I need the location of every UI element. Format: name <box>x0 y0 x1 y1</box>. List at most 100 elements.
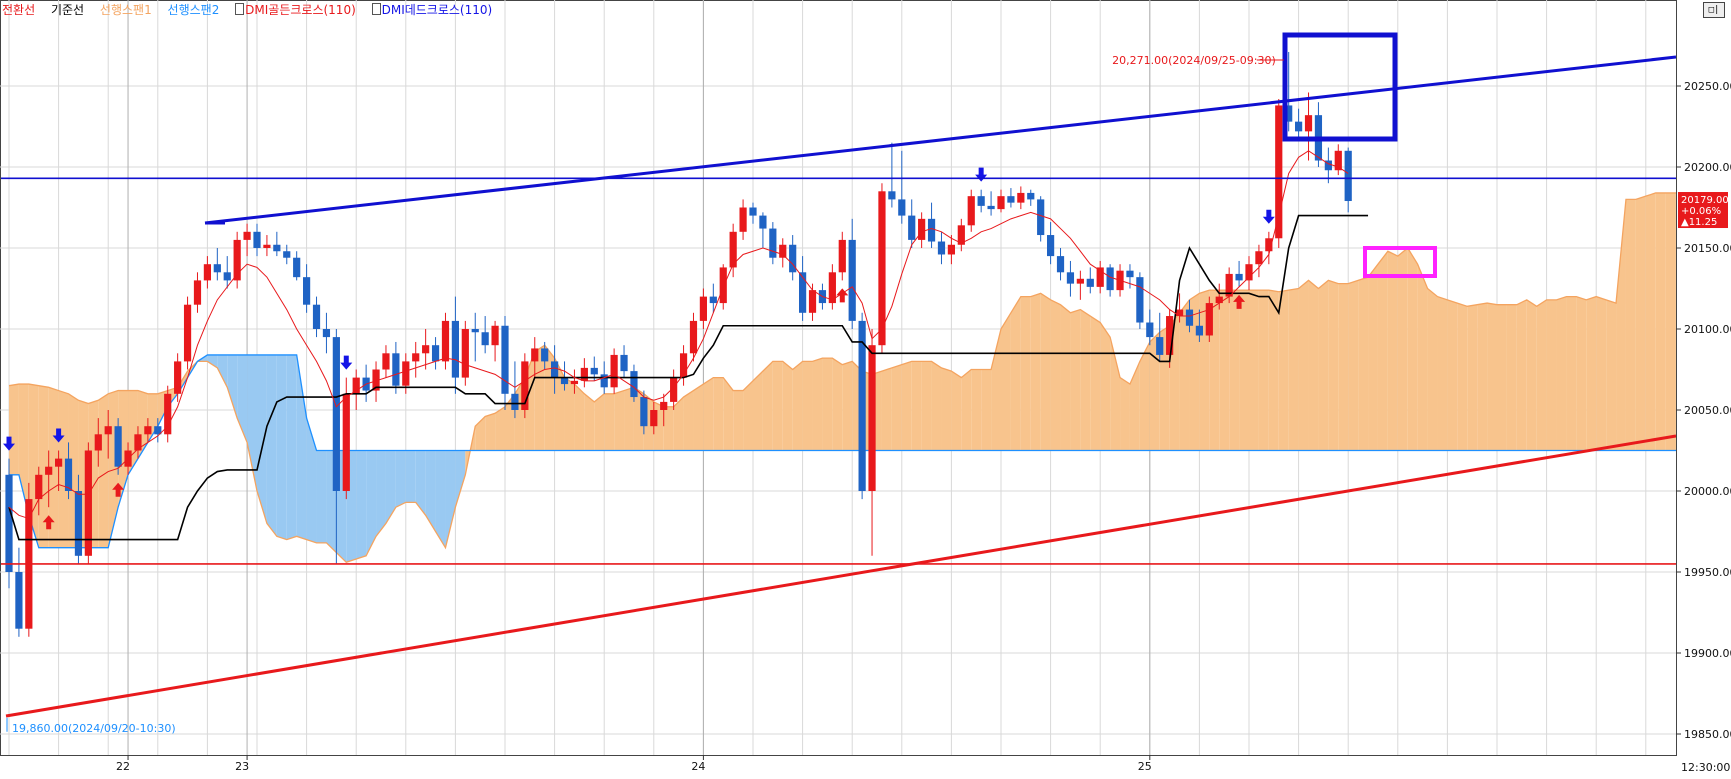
candle-body <box>521 361 529 410</box>
lower-trendline <box>5 434 1676 718</box>
candle-body <box>1066 272 1075 284</box>
series-layer <box>1 32 1676 732</box>
candle-body <box>1126 270 1134 278</box>
legend-span2-label: 선행스팬2 <box>167 3 220 17</box>
cloud-segment <box>1358 277 1369 451</box>
cloud-segment <box>1487 303 1497 451</box>
cloud-segment <box>1477 303 1488 451</box>
cloud-segment <box>891 364 902 451</box>
cloud-segment <box>366 450 377 556</box>
dmi-golden-arrow-icon <box>836 288 849 303</box>
candle-body <box>779 244 787 258</box>
candle-body <box>650 410 658 427</box>
candle-body <box>332 337 340 491</box>
candle-body <box>898 199 906 216</box>
highlight-box-magenta <box>1363 246 1437 278</box>
cloud-segment <box>316 450 327 543</box>
cloud-segment <box>574 384 585 451</box>
cloud-segment <box>1506 304 1517 451</box>
candle-body <box>699 296 707 321</box>
candle-body <box>144 426 152 435</box>
candle-body <box>799 272 807 313</box>
candle-body <box>769 228 777 258</box>
candle-body <box>114 426 122 467</box>
cloud-segment <box>356 450 367 560</box>
cloud-segment <box>98 393 109 548</box>
cloud-segment <box>1377 251 1388 451</box>
cloud-segment <box>1556 296 1567 451</box>
candle-body <box>560 377 569 385</box>
candle-body <box>223 272 231 281</box>
cloud-segment <box>1149 332 1160 451</box>
cloud-segment <box>772 361 783 451</box>
last-price-box <box>1678 192 1728 229</box>
cloud-segment <box>455 450 466 508</box>
candle-body <box>84 450 92 556</box>
candle-body <box>1185 309 1194 326</box>
candle-body <box>402 361 410 386</box>
candle-body <box>868 345 876 491</box>
y-tick-label: 20050.00 <box>1684 404 1731 417</box>
candle-body <box>193 280 202 305</box>
candle-body <box>937 241 946 255</box>
legend-item-dmi-golden: DMI골든크로스(110) <box>235 3 362 17</box>
candle-body <box>1245 264 1253 281</box>
cloud-segment <box>1308 280 1319 451</box>
candle-body <box>580 367 588 381</box>
candle-body <box>1136 277 1144 323</box>
cloud-segment <box>1447 299 1458 451</box>
candle-body <box>759 215 767 229</box>
dmi-golden-arrow-icon <box>1233 294 1246 309</box>
cloud-segment <box>306 418 317 543</box>
candle-body <box>322 329 331 338</box>
cloud-segment <box>1239 290 1249 451</box>
candle-body <box>848 239 856 321</box>
candle-body <box>1275 105 1283 239</box>
candle-body <box>660 401 668 410</box>
y-tick-label: 20250.00 <box>1684 80 1731 93</box>
candle-body <box>74 491 83 556</box>
cloud-segment <box>981 369 992 451</box>
cloud-segment <box>1625 199 1636 451</box>
candle-body <box>1166 316 1174 355</box>
cloud-segment <box>485 413 496 451</box>
candle-body <box>501 325 509 394</box>
x-tick-label: 23 <box>235 760 249 773</box>
cloud-segment <box>792 361 803 451</box>
candle-body <box>372 369 380 391</box>
candle-body <box>441 320 450 362</box>
candle-body <box>45 466 53 475</box>
cloud-segment <box>901 361 912 451</box>
cloud-segment <box>405 450 416 503</box>
candle-body <box>1324 160 1332 171</box>
candle-body <box>1334 150 1342 171</box>
candle-body <box>1007 196 1015 203</box>
panel-toggle-button[interactable]: □| <box>1703 2 1725 18</box>
cloud-segment <box>1606 299 1617 451</box>
cloud-segment <box>703 377 714 451</box>
candle-body <box>1304 115 1313 132</box>
candle-body <box>1027 192 1035 200</box>
last-price-change: ▲11.25 <box>1681 217 1717 228</box>
candle-body <box>878 191 886 346</box>
cloud-segment <box>713 377 724 451</box>
candle-body <box>1295 121 1303 132</box>
dmi-dead-arrow-icon <box>1262 209 1275 224</box>
last-price-value: 20179.00 <box>1681 195 1729 206</box>
cloud-segment <box>1219 290 1230 451</box>
candle-body <box>491 325 499 346</box>
candle-body <box>164 393 172 435</box>
cloud-segment <box>395 450 406 508</box>
candle-body <box>203 264 211 281</box>
chart-legend: 전환선 기준선 선행스팬1 선행스팬2 DMI골든크로스(110) DMI데드크… <box>2 1 504 19</box>
candle-body <box>1146 322 1154 338</box>
candle-body <box>5 474 13 572</box>
candle-body <box>689 320 698 354</box>
cloud-segment <box>247 354 257 491</box>
cloud-segment <box>971 369 982 451</box>
cloud-segment <box>1437 296 1448 451</box>
cloud-segment <box>415 450 426 516</box>
candle-body <box>1285 105 1293 122</box>
